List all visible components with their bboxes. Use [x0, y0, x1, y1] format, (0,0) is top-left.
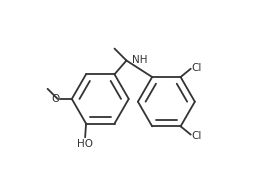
Text: Cl: Cl — [192, 63, 202, 73]
Text: NH: NH — [132, 56, 148, 65]
Text: Cl: Cl — [192, 130, 202, 141]
Text: O: O — [51, 94, 59, 104]
Text: HO: HO — [77, 139, 93, 149]
